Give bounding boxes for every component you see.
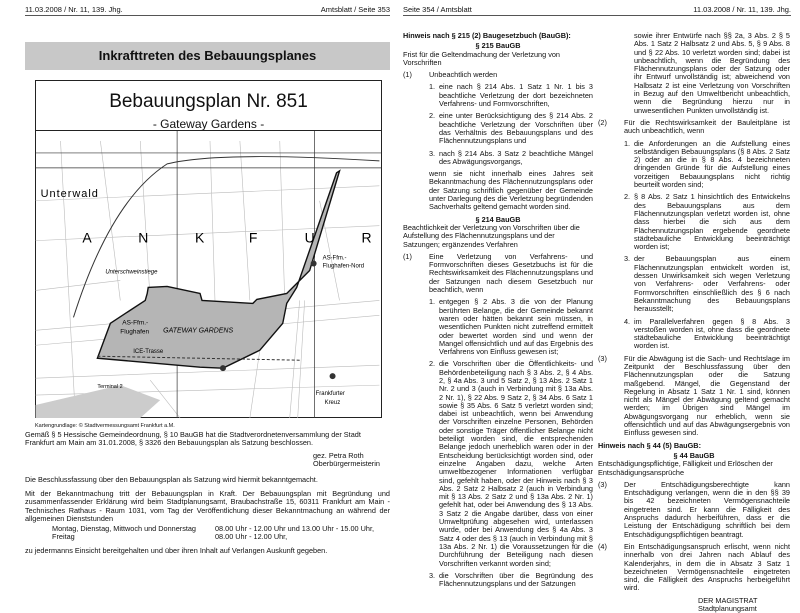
list-item: der Bebauungsplan aus einem Flächennutzu… [634,254,790,314]
para-text: wenn sie nicht innerhalb eines Jahres se… [429,169,593,212]
map-letter: U [305,230,315,246]
announcement-paragraph: Die Beschlussfassung über den Bebauungsp… [25,475,318,484]
map-label-unterschweinstiege: Unterschweinstiege [105,270,158,276]
map-letter: K [195,230,205,246]
notice-heading-44: Hinweis nach § 44 (5) BauGB: [598,440,701,450]
section-title-215: § 215 BauGB [475,41,521,51]
list-item: die Vorschriften über die Begründung des… [439,570,593,589]
map-label-as: AS-Ffm.- [122,319,148,326]
map-label-as-2: Flughafen [120,328,149,335]
list-item: entgegen § 2 Abs. 3 die von der Planung … [439,297,593,357]
list-item-continued: sowie ihrer Entwürfe nach §§ 2a, 3 Abs. … [634,31,790,115]
header-date: 11.03.2008 / Nr. 11, 139. Jhg. [25,5,123,14]
map-label-as-nord: AS-Ffm.- [323,256,347,262]
map-label-kreuz-2: Kreuz [325,400,341,406]
para-text: Ein Entschädigungsanspruch erlischt, wen… [624,541,790,593]
office-hours: Montag, Dienstag, Mittwoch und Donnersta… [52,524,392,542]
notice-heading-215: Hinweis nach § 215 (2) Baugesetzbuch (Ba… [403,31,571,40]
para-text: Eine Verletzung von Verfahrens- und Form… [429,251,593,295]
map-caption: Kartengrundlage: © Stadtvermessungsamt F… [35,423,175,429]
map-label-terminal: Terminal 2 [97,384,122,390]
hours-time: 08.00 Uhr - 12.00 Uhr und 13.00 Uhr - 15… [215,524,375,533]
map-letter: A [82,230,92,246]
map-letter: N [138,230,148,246]
section-title-214: § 214 BauGB [475,214,521,224]
list-item: § 8 Abs. 2 Satz 1 hinsichtlich des Entwi… [634,192,790,252]
list-item: die Vorschriften über die Öffentlichkeit… [439,359,593,568]
list-item: die Anforderungen an die Aufstellung ein… [634,138,790,190]
plan-subtitle: - Gateway Gardens - [152,117,265,131]
signature-mayor: gez. Petra Roth Oberbürgermeisterin [313,451,403,469]
para-number: (3) [598,479,607,489]
para-number: (2) [598,117,607,127]
map-label-gateway: GATEWAY GARDENS [163,327,233,334]
section-title: Inkrafttreten des Bebauungsplanes [25,42,390,70]
closing-paragraph: zu jedermanns Einsicht bereitgehalten un… [25,546,328,555]
map-label-unterwald: Unterwald [41,188,99,200]
site-map: Unterwald A N K F U R Unterschweinstiege… [35,130,382,418]
column-right: sowie ihrer Entwürfe nach §§ 2a, 3 Abs. … [598,31,790,613]
para-text: Für die Abwägung ist die Sach- und Recht… [624,353,790,438]
map-label-as-nord-2: Flughafen-Nord [323,264,364,270]
section-subtitle-44: Entschädigungspflichtige, Fälligkeit und… [598,459,773,477]
section-subtitle-214: Beachtlichkeit der Verletzung von Vorsch… [403,222,580,249]
header-page: Seite 354 / Amtsblatt [403,5,472,14]
plan-figure: Bebauungsplan Nr. 851 - Gateway Gardens … [35,80,382,418]
map-letter: F [249,230,258,246]
map-label-frankfurt: A N K F U R [82,230,371,246]
hours-days: Freitag [52,532,75,542]
section-title-44: § 44 BauGB [673,450,715,460]
para-number: (3) [598,353,607,363]
arc-road [72,156,380,318]
list-item: im Parallelverfahren gegen § 8 Abs. 3 ve… [634,316,790,351]
signature-role: Oberbürgermeisterin [313,459,380,469]
para-number: (4) [598,541,607,551]
signature-name: gez. Petra Roth [313,451,364,460]
header-page: Amtsblatt / Seite 353 [320,5,390,14]
header-date: 11.03.2008 / Nr. 11, 139. Jhg. [693,5,791,14]
resolution-paragraph: Gemäß § 5 Hessische Gemeindeordnung, § 1… [25,430,361,448]
para-text: Unbeachtlich werden [429,70,498,80]
list-item: eine unter Berücksichtigung des § 214 Ab… [439,111,593,146]
signature-authority: DER MAGISTRAT [698,595,758,605]
map-grid [35,131,382,418]
plan-area [96,169,341,369]
plan-title: Bebauungsplan Nr. 851 [109,91,308,112]
para-text: Für die Rechtswirksamkeit der Bauleitplä… [624,117,790,136]
hours-time: 08.00 Uhr - 12.00 Uhr, [215,532,288,542]
column-middle: Hinweis nach § 215 (2) Baugesetzbuch (Ba… [403,31,593,589]
page-header-left: 11.03.2008 / Nr. 11, 139. Jhg. Amtsblatt… [25,5,390,16]
page-header-right: Seite 354 / Amtsblatt 11.03.2008 / Nr. 1… [403,5,791,16]
para-number: (1) [403,70,412,80]
list-item: eine nach § 214 Abs. 1 Satz 1 Nr. 1 bis … [439,82,593,109]
map-label-ice: ICE-Trasse [133,349,164,355]
signature-magistrat: DER MAGISTRAT Stadtplanungsamt [698,595,790,613]
signature-office: Stadtplanungsamt [698,604,757,613]
section-subtitle-215: Frist für die Geltendmachung der Verletz… [403,49,560,67]
para-number: (1) [403,251,412,261]
para-text: Der Entschädigungsberechtigte kann Entsc… [624,479,790,539]
effect-paragraph: Mit der Bekanntmachung tritt der Bebauun… [25,489,390,523]
map-label-kreuz: Frankfurter [316,391,345,397]
hours-days: Montag, Dienstag, Mittwoch und Donnersta… [52,524,196,533]
terminal-area [35,385,161,418]
list-item: nach § 214 Abs. 3 Satz 2 beachtliche Män… [439,148,593,166]
map-letter: R [361,230,371,246]
